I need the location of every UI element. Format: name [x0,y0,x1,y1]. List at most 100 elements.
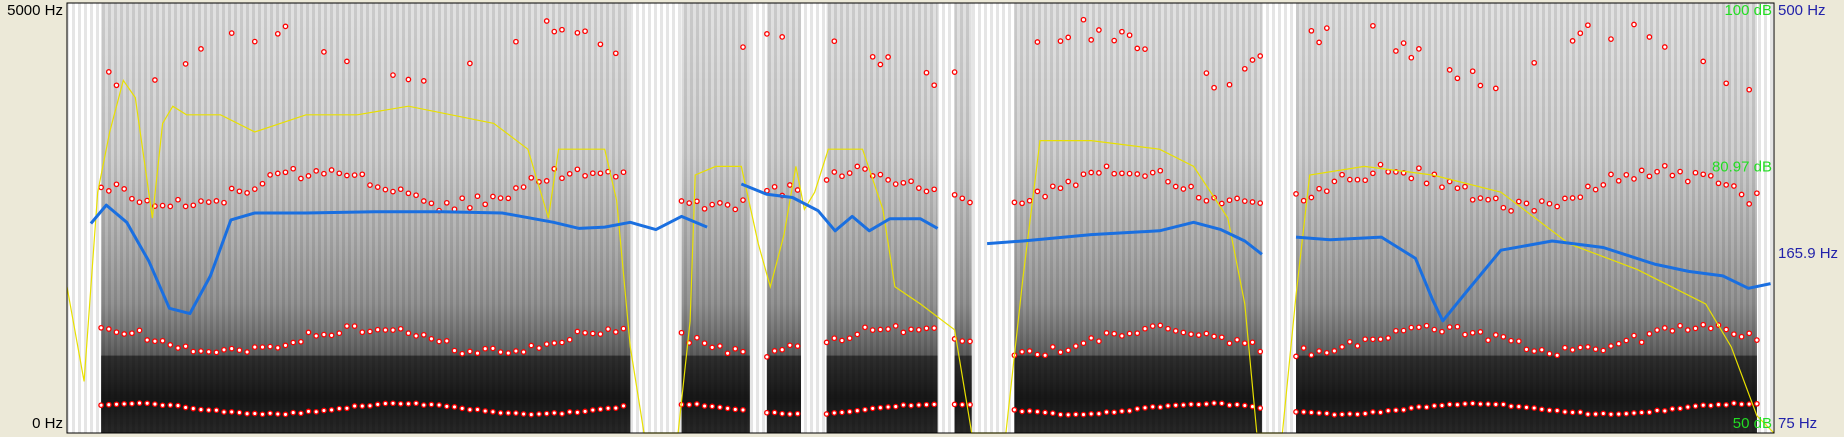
formant-point [190,348,197,355]
formant-point [1080,16,1087,23]
formant-point [1119,333,1125,339]
formant-point [1646,173,1653,180]
formant-point [1677,405,1683,412]
formant-point [1631,332,1637,339]
formant-point [251,186,258,192]
formant-point [152,338,158,345]
formant-point [831,410,838,416]
formant-point [1569,195,1576,201]
formant-point [1469,196,1476,203]
formant-point [1715,180,1722,187]
formant-point [1126,408,1133,414]
formant-point [251,344,258,350]
formant-point [497,410,504,416]
formant-point [390,72,396,78]
formant-point [121,401,128,407]
intensity-axis-top-label: 100 dB [1724,2,1772,19]
formant-point [1188,183,1194,190]
formant-point [428,200,435,207]
formant-point [182,203,189,210]
formant-point [1034,188,1041,195]
formant-point [221,346,227,353]
formant-point [397,186,404,193]
formant-point [1188,331,1194,338]
formant-point [159,402,166,409]
formant-point [1692,325,1699,332]
formant-point [413,333,419,339]
formant-point [413,192,419,199]
formant-point [877,171,884,178]
formant-point [236,188,243,195]
formant-point [612,405,619,411]
formant-point [620,169,627,176]
formant-point [1316,348,1322,354]
formant-point [908,402,914,409]
formant-point [344,405,350,412]
formant-point [543,18,550,24]
formant-point [620,403,627,409]
formant-point [1165,178,1171,185]
formant-point [787,342,793,349]
formant-point [1142,46,1148,52]
formant-point [1492,195,1499,202]
formant-point [251,410,258,417]
formant-point [1026,197,1033,204]
formant-point [764,354,770,360]
formant-point [474,350,481,357]
formant-point [129,195,135,202]
formant-point [459,405,466,412]
formant-point [1370,22,1376,29]
formant-point [351,172,358,178]
pitch-segment [740,182,939,233]
formant-point [459,195,466,202]
formant-point [740,348,746,355]
formant-point [1370,409,1376,415]
formant-point [1354,411,1361,418]
formant-point [305,173,312,179]
formant-point [1072,411,1079,418]
formant-point [290,165,297,172]
formant-point [474,406,481,413]
formant-point [474,193,481,200]
formant-point [1469,329,1476,336]
formant-point [779,34,786,40]
formant-point [1323,25,1330,31]
formant-point [1400,407,1407,413]
formant-point [1500,401,1507,408]
formant-point [98,402,104,409]
formant-point [1119,408,1125,415]
formant-point [1723,80,1730,87]
formant-point [1446,324,1453,330]
formant-point [536,345,542,351]
formant-point [420,198,427,204]
formant-point [129,400,135,407]
formant-point [1515,403,1522,410]
formant-point [221,199,227,206]
formant-point [321,49,327,55]
formant-point [1026,348,1033,354]
formant-point [959,401,966,408]
formant-point [1731,331,1737,338]
formant-point [305,329,312,336]
formant-point [1562,409,1568,415]
formant-point [1300,409,1307,415]
formant-point [497,195,504,201]
formant-point [167,342,174,348]
formant-point [1257,405,1264,411]
formant-point [1308,194,1315,201]
formant-point [1585,344,1591,350]
formant-point [1546,350,1553,357]
formant-point [709,344,716,351]
formant-point [1492,332,1499,338]
formant-point [1385,335,1392,341]
formant-point [1654,168,1660,175]
formant-point [313,168,320,174]
formant-point [589,330,596,337]
formant-point [1723,402,1730,408]
formant-point [1362,410,1369,417]
formant-point [374,184,381,190]
formant-point [336,405,343,412]
formant-point [877,404,884,411]
formant-point [1554,352,1561,359]
formant-point [1370,336,1376,343]
